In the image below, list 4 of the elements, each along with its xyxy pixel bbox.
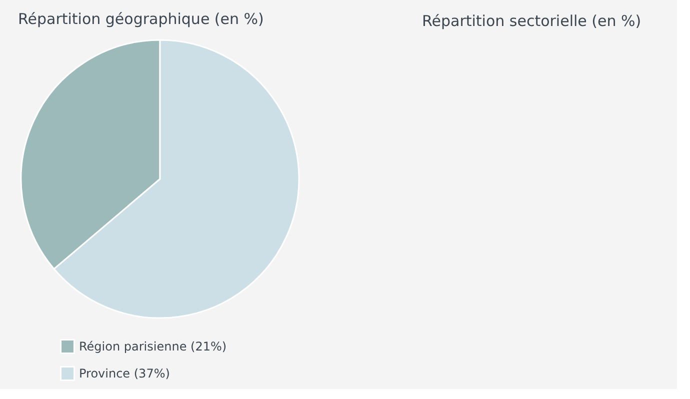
text: Répartition sectorielle (en %) bbox=[422, 12, 642, 30]
legend-label: Région parisienne (21%) bbox=[79, 340, 227, 354]
chart-title: Répartition géographique (en %) bbox=[18, 10, 264, 28]
legend-label: Province (37%) bbox=[79, 366, 170, 380]
